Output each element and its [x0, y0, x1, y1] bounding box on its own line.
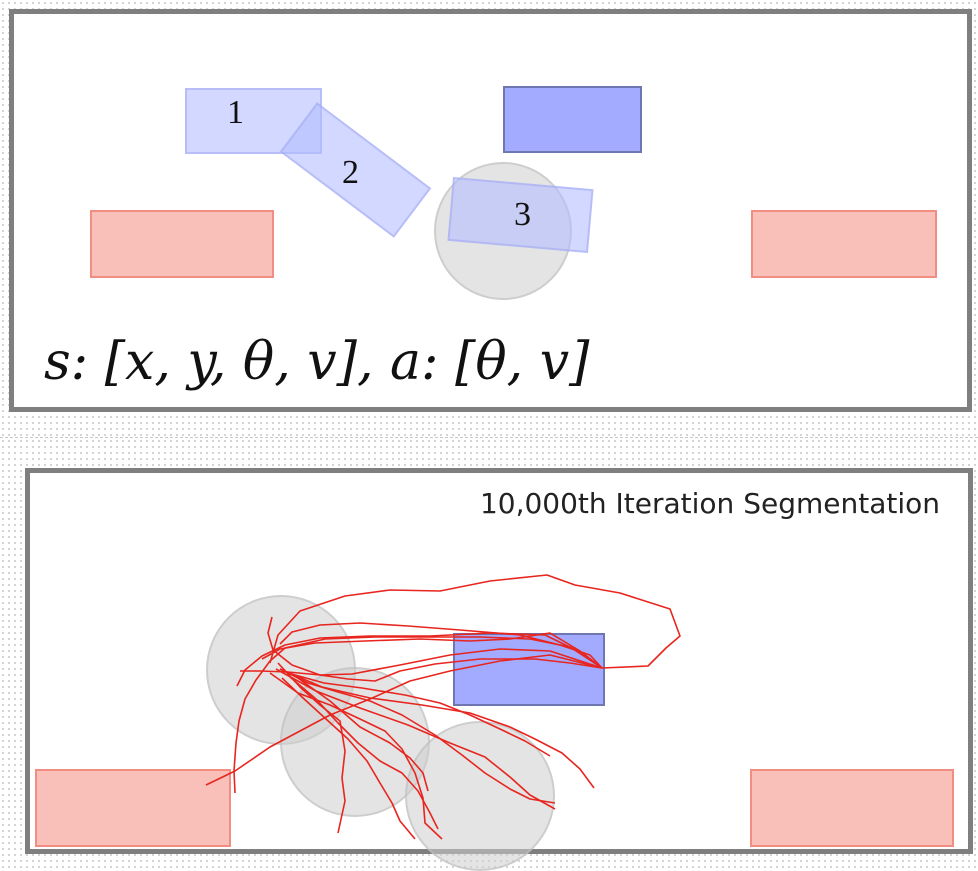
pose-label-2: 2 — [342, 154, 359, 191]
trajectory-path — [277, 662, 346, 834]
trajectory-path — [279, 668, 595, 789]
trajectory-path — [240, 658, 603, 682]
panel-separator — [0, 437, 978, 438]
trajectory-path — [269, 672, 443, 840]
trajectory-path — [261, 632, 603, 669]
top-panel: 1 2 3 s: [x, y, θ, v], a: [θ, v] — [9, 9, 972, 412]
right-goal-zone — [751, 210, 937, 278]
trajectory-path — [289, 676, 439, 830]
trajectory-path — [267, 616, 603, 676]
state-action-formula: s: [x, y, θ, v], a: [θ, v] — [44, 332, 590, 392]
left-goal-zone-bottom — [35, 769, 231, 847]
pose-label-3: 3 — [514, 196, 531, 233]
trajectory-path — [287, 672, 551, 757]
pose-label-1: 1 — [227, 94, 244, 131]
trajectory-path — [294, 675, 429, 792]
trajectory-path — [205, 654, 603, 786]
trajectory-path — [269, 574, 681, 669]
trajectory-path — [279, 622, 603, 669]
trajectory-paths — [205, 574, 681, 840]
trajectory-path — [281, 677, 416, 840]
right-goal-zone-bottom — [750, 769, 954, 847]
target-block — [503, 86, 642, 153]
trajectory-path — [236, 632, 603, 687]
left-goal-zone — [90, 210, 274, 278]
trajectory-circle-3 — [405, 721, 555, 871]
bottom-panel: 10,000th Iteration Segmentation — [25, 468, 973, 871]
segmentation-title: 10,000th Iteration Segmentation — [479, 487, 940, 520]
trajectory-path — [275, 668, 556, 810]
